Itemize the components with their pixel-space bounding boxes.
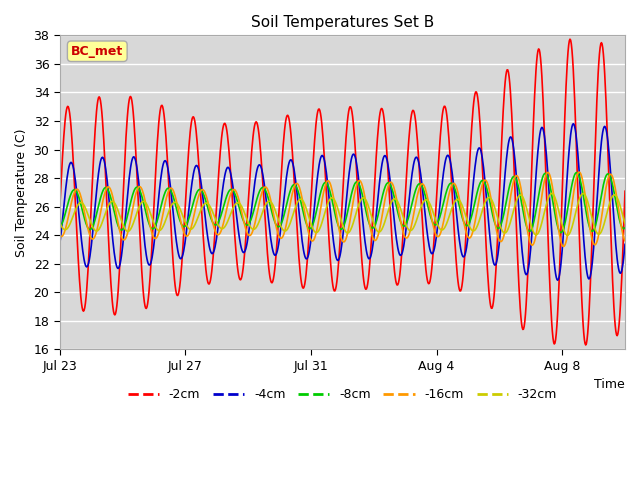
Line: -8cm: -8cm bbox=[60, 172, 625, 233]
-2cm bbox=[582, 342, 589, 348]
-4cm bbox=[554, 277, 561, 283]
-32cm bbox=[56, 220, 64, 226]
-4cm bbox=[189, 175, 196, 180]
-32cm bbox=[621, 220, 629, 226]
-2cm bbox=[513, 222, 520, 228]
-32cm bbox=[376, 229, 384, 235]
Y-axis label: Soil Temperature (C): Soil Temperature (C) bbox=[15, 128, 28, 257]
-2cm bbox=[566, 36, 574, 42]
-8cm bbox=[557, 230, 564, 236]
-16cm bbox=[262, 184, 269, 190]
-16cm bbox=[292, 181, 300, 187]
-16cm bbox=[575, 169, 583, 175]
-2cm bbox=[56, 204, 64, 209]
-16cm bbox=[376, 224, 384, 230]
-4cm bbox=[292, 178, 300, 183]
-32cm bbox=[262, 202, 269, 208]
-16cm bbox=[621, 238, 629, 243]
-8cm bbox=[376, 204, 384, 209]
-32cm bbox=[513, 198, 520, 204]
Line: -4cm: -4cm bbox=[60, 124, 625, 280]
Line: -32cm: -32cm bbox=[60, 193, 625, 235]
-32cm bbox=[189, 225, 196, 231]
-2cm bbox=[376, 110, 384, 116]
-2cm bbox=[189, 114, 196, 120]
Line: -16cm: -16cm bbox=[60, 172, 625, 247]
-4cm bbox=[76, 224, 84, 230]
-8cm bbox=[573, 169, 580, 175]
-2cm bbox=[292, 202, 300, 208]
Title: Soil Temperatures Set B: Soil Temperatures Set B bbox=[251, 15, 434, 30]
-32cm bbox=[548, 191, 556, 196]
-4cm bbox=[513, 173, 520, 179]
-4cm bbox=[570, 121, 577, 127]
-2cm bbox=[621, 188, 629, 194]
-16cm bbox=[189, 218, 196, 224]
-2cm bbox=[262, 223, 269, 228]
-8cm bbox=[292, 183, 300, 189]
-2cm bbox=[76, 286, 84, 292]
-8cm bbox=[56, 224, 64, 230]
-32cm bbox=[292, 204, 300, 210]
Legend: -2cm, -4cm, -8cm, -16cm, -32cm: -2cm, -4cm, -8cm, -16cm, -32cm bbox=[123, 383, 562, 406]
X-axis label: Time: Time bbox=[595, 378, 625, 391]
-16cm bbox=[76, 191, 84, 197]
-4cm bbox=[56, 240, 64, 246]
-16cm bbox=[56, 233, 64, 239]
-32cm bbox=[564, 232, 572, 238]
-32cm bbox=[76, 200, 84, 205]
-4cm bbox=[376, 175, 384, 180]
Line: -2cm: -2cm bbox=[60, 39, 625, 345]
-8cm bbox=[76, 199, 84, 204]
-4cm bbox=[262, 191, 269, 197]
Text: BC_met: BC_met bbox=[71, 45, 124, 58]
-8cm bbox=[621, 225, 629, 230]
-8cm bbox=[189, 202, 196, 207]
-8cm bbox=[262, 188, 269, 193]
-16cm bbox=[513, 173, 520, 179]
-8cm bbox=[513, 177, 520, 182]
-16cm bbox=[559, 244, 567, 250]
-4cm bbox=[621, 241, 629, 247]
